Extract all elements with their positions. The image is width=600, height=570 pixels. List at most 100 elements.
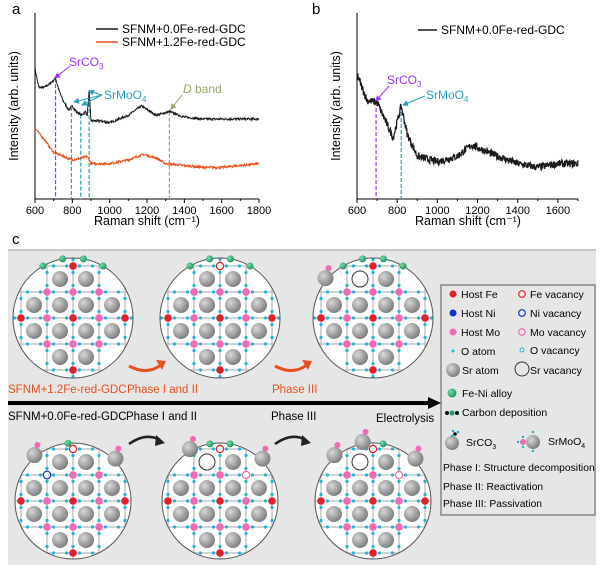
surface-sr-particle (326, 447, 343, 464)
o-atom (90, 290, 95, 294)
o-atom (270, 492, 274, 497)
b-x-tick-label: 1600 (546, 205, 570, 217)
o-atom (64, 316, 69, 320)
o-atom (97, 518, 101, 523)
o-atom (45, 466, 49, 471)
o-atom (325, 525, 330, 529)
o-atom (263, 342, 268, 346)
sr-atom (225, 532, 241, 548)
o-atom (237, 447, 242, 451)
host-fe (369, 314, 377, 322)
o-atom (51, 473, 56, 477)
o-atom (345, 466, 349, 471)
sr-atom (225, 323, 241, 339)
fe-ni-alloy-particle (206, 440, 214, 448)
lattice-outline (161, 442, 279, 560)
o-atom (90, 499, 95, 503)
o-atom (351, 447, 356, 451)
o-atom (338, 290, 343, 294)
host-fe (216, 314, 224, 322)
o-atom (218, 544, 222, 549)
o-atom (64, 551, 69, 555)
sr-atom (52, 271, 68, 287)
a-legend-label-black: SFNM+0.0Fe-red-GDC (122, 22, 246, 36)
sr-atom (225, 297, 241, 313)
host-mo (95, 314, 103, 322)
o-atom (371, 348, 375, 353)
o-atom (218, 361, 222, 366)
sr-atom (378, 454, 394, 470)
o-atom (116, 473, 121, 477)
o-atom (19, 505, 23, 510)
o-atom (172, 473, 177, 477)
o-atom (224, 499, 229, 503)
legend-fe-vacancy: Fe vacancy (530, 289, 584, 301)
o-atom (123, 296, 127, 301)
o-atom (397, 348, 401, 353)
o-atom (237, 368, 242, 372)
sr-atom (378, 532, 394, 548)
host-fe (17, 314, 25, 322)
legend-sr-atom: Sr atom (462, 365, 499, 377)
sr-atom (378, 349, 394, 365)
o-atom (371, 361, 375, 366)
o-atom (403, 290, 408, 294)
o-atom (51, 342, 56, 346)
host-mo (95, 288, 103, 296)
o-atom (192, 479, 196, 484)
o-atom (416, 316, 421, 320)
o-atom (377, 473, 382, 477)
o-atom (397, 479, 401, 484)
o-atom (185, 342, 190, 346)
o-atom (397, 283, 401, 288)
o-atom (116, 342, 121, 346)
o-atom (97, 492, 101, 497)
o-atom (345, 361, 349, 366)
a-xlabel: Raman shift (cm⁻¹) (94, 214, 200, 228)
sr-atom (52, 532, 68, 548)
o-atom (244, 296, 248, 301)
host-fe (369, 366, 377, 374)
o-atom (116, 499, 121, 503)
ni-vacancy-icon (518, 309, 526, 317)
o-atom (244, 518, 248, 523)
surface-srmoo4-mo (325, 265, 332, 272)
o-atom (103, 499, 108, 503)
o-atom (185, 525, 190, 529)
o-atom (71, 270, 75, 275)
o-atom (116, 316, 121, 320)
surface-sr-particle (107, 450, 124, 467)
o-atom (263, 290, 268, 294)
o-atom (19, 309, 23, 314)
host-mo (43, 523, 51, 531)
fe-ni-alloy-particle (64, 439, 72, 447)
o-atom (198, 316, 203, 320)
o-atom (390, 342, 395, 346)
o-atom (364, 264, 369, 268)
o-atom (244, 361, 248, 366)
host-mo (369, 523, 377, 531)
o-atom (218, 348, 222, 353)
o-atom (185, 316, 190, 320)
o-atom (51, 525, 56, 529)
o-atom (218, 309, 222, 314)
sr-atom (52, 349, 68, 365)
o-atom (397, 361, 401, 366)
fe-ni-alloy-particle (99, 262, 107, 270)
fe-ni-alloy-particle (59, 255, 67, 263)
host-mo (216, 523, 224, 531)
o-atom (224, 473, 229, 477)
o-atom (237, 264, 242, 268)
sr-atom (173, 506, 189, 522)
sr-atom (225, 271, 241, 287)
host-mo (343, 314, 351, 322)
o-atom (319, 335, 323, 340)
legend-srco3: SrCO3 (466, 437, 496, 451)
o-atom (397, 531, 401, 536)
o-atom (123, 335, 127, 340)
o-atom (97, 270, 101, 275)
host-mo (216, 471, 224, 479)
o-atom (129, 316, 134, 320)
o-atom (123, 322, 127, 327)
o-atom (364, 499, 369, 503)
